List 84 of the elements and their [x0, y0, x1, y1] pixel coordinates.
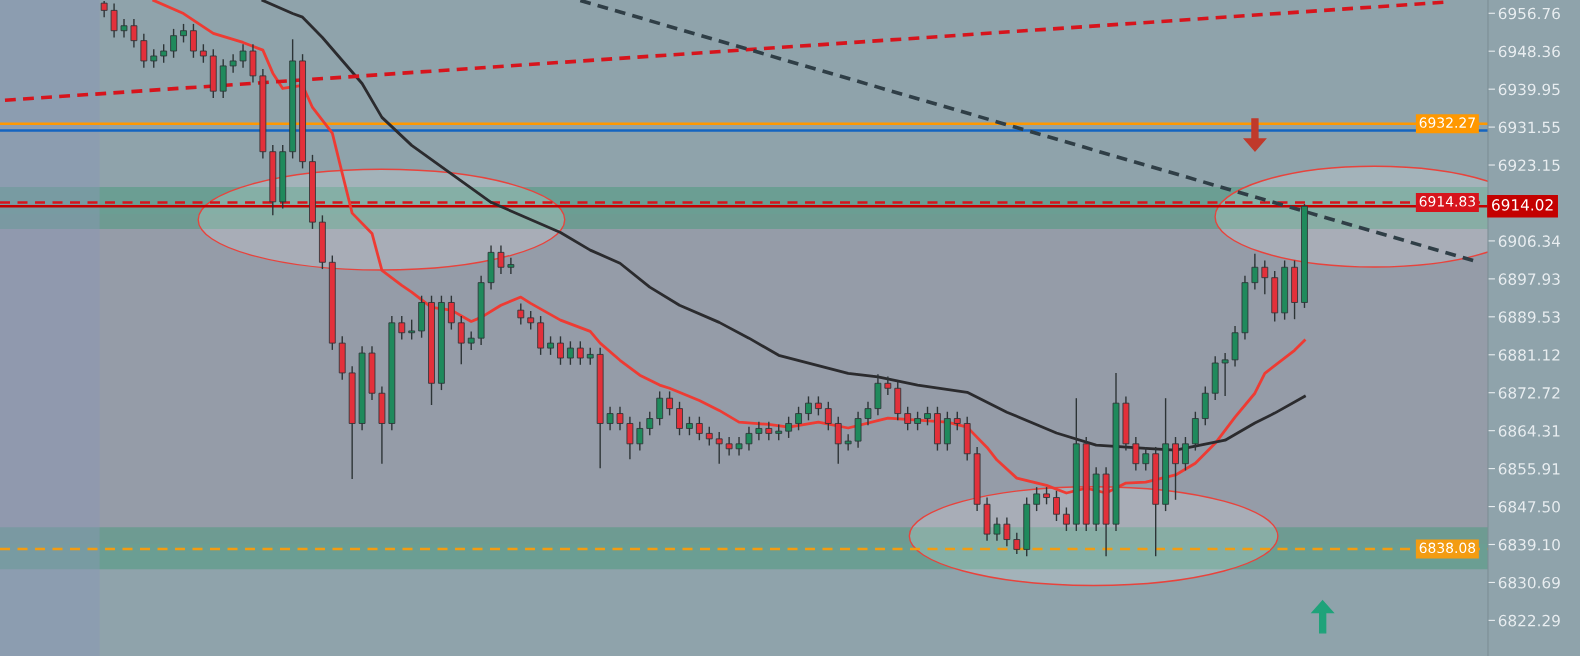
candlestick [705, 425, 713, 447]
y-tick-label: 6939.95 [1498, 83, 1560, 96]
candlestick [567, 340, 574, 366]
candlestick [993, 516, 1001, 542]
candlestick [695, 416, 703, 441]
y-tick-label: 6948.36 [1498, 45, 1560, 58]
candlestick [557, 335, 564, 366]
candlestick [606, 406, 614, 431]
candlestick [110, 2, 118, 39]
candlestick [864, 401, 872, 426]
y-tick-label: 6931.55 [1498, 121, 1560, 134]
candlestick [1003, 516, 1011, 547]
candlestick [715, 431, 723, 465]
candlestick [1251, 253, 1259, 291]
candlestick [834, 416, 842, 465]
y-tick-label: 6872.72 [1498, 387, 1560, 399]
y-tick-label: 6906.34 [1498, 235, 1561, 247]
candlestick [239, 43, 247, 69]
y-tick-label: 6822.29 [1498, 614, 1560, 627]
candlestick [626, 416, 634, 460]
candlestick [199, 43, 207, 64]
candlestick [656, 390, 664, 426]
candlestick [1013, 532, 1021, 555]
candlestick [408, 318, 416, 341]
candlestick [467, 330, 475, 351]
y-tick-label: 6864.31 [1498, 425, 1560, 437]
candlestick [190, 23, 197, 59]
candlestick [844, 433, 852, 452]
candlestick [854, 411, 862, 449]
y-tick-label: 6855.91 [1498, 463, 1560, 475]
y-tick-label: 6830.69 [1498, 576, 1560, 589]
y-tick-label: 6839.10 [1498, 538, 1560, 551]
candlestick [398, 315, 406, 341]
candlestick [1033, 486, 1041, 512]
candlestick [229, 53, 237, 74]
candlestick [507, 257, 515, 275]
candlestick [180, 23, 187, 44]
candlestick [785, 416, 793, 439]
y-tick-label: 6847.50 [1498, 501, 1560, 513]
candlestick [686, 416, 693, 436]
y-tick-label: 6881.12 [1498, 349, 1560, 361]
candlestick [884, 375, 892, 396]
candlestick [547, 335, 554, 356]
candlestick [735, 436, 743, 457]
candlestick [914, 411, 921, 431]
candlestick [616, 406, 624, 431]
candlestick [636, 420, 644, 452]
candlestick [755, 420, 763, 441]
candlestick [646, 411, 654, 436]
candlestick [904, 406, 912, 431]
candlestick [457, 315, 465, 366]
candlestick [815, 395, 822, 417]
y-tick-label: 6923.15 [1498, 159, 1560, 172]
y-tick-label: 6956.76 [1498, 7, 1560, 20]
ref-line-label: 6914.02 [1492, 199, 1553, 211]
candlestick [170, 28, 177, 59]
candlestick [1063, 506, 1070, 532]
candlestick [953, 411, 961, 431]
candlestick [824, 401, 832, 431]
candlestick [120, 18, 128, 39]
ref-line-label: 6838.08 [1419, 542, 1476, 554]
candlestick [576, 340, 584, 366]
ref-line-label: 6914.83 [1419, 196, 1475, 207]
candlestick [725, 436, 733, 457]
candlestick [666, 390, 673, 417]
candlestick [765, 420, 773, 441]
candlestick [160, 43, 168, 64]
candlestick [924, 406, 931, 426]
candlestick [517, 302, 525, 326]
candlestick [676, 401, 683, 436]
candlestick [140, 33, 148, 69]
candlestick [497, 244, 505, 275]
candlestick [527, 310, 535, 331]
candlestick [805, 395, 812, 422]
candlestick [447, 295, 455, 331]
candlestick [130, 18, 138, 49]
candlestick [1221, 352, 1229, 397]
candlestick [1261, 259, 1269, 296]
candlestick [150, 48, 158, 69]
y-tick-label: 6897.93 [1498, 273, 1560, 285]
candlestick [745, 425, 753, 452]
ref-line-label: 6932.27 [1419, 117, 1475, 128]
candlestick [795, 406, 802, 431]
y-tick-label: 6889.53 [1498, 311, 1560, 323]
